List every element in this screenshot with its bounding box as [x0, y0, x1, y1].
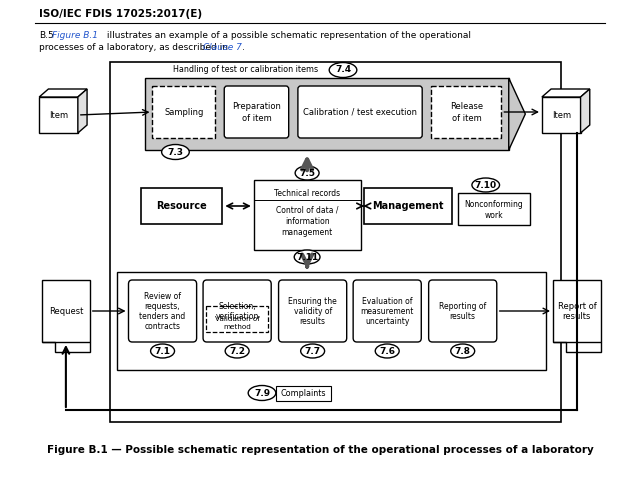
Text: processes of a laboratory, as described in: processes of a laboratory, as described … [39, 42, 228, 52]
Text: method: method [223, 324, 251, 330]
Text: Calibration / test execution: Calibration / test execution [303, 107, 417, 117]
Text: .: . [242, 42, 244, 52]
FancyBboxPatch shape [298, 86, 422, 138]
Text: Clause 7: Clause 7 [203, 42, 242, 52]
Polygon shape [509, 78, 525, 150]
Text: ISO/IEC FDIS 17025:2017(E): ISO/IEC FDIS 17025:2017(E) [39, 9, 202, 19]
Text: Nonconforming: Nonconforming [465, 199, 524, 208]
Text: results: results [300, 316, 326, 326]
FancyBboxPatch shape [42, 280, 90, 342]
Text: Complaints: Complaints [281, 388, 326, 398]
Ellipse shape [301, 344, 324, 358]
FancyBboxPatch shape [206, 306, 268, 332]
FancyBboxPatch shape [429, 280, 497, 342]
Text: Handling of test or calibration items: Handling of test or calibration items [173, 66, 318, 74]
Text: contracts: contracts [145, 322, 180, 330]
Text: Release: Release [450, 102, 483, 110]
FancyBboxPatch shape [364, 188, 452, 224]
FancyBboxPatch shape [553, 280, 601, 342]
Text: results: results [563, 312, 591, 320]
FancyBboxPatch shape [39, 97, 78, 133]
Polygon shape [78, 89, 87, 133]
Text: of item: of item [451, 114, 481, 122]
Text: Item: Item [552, 110, 571, 120]
Text: 7.11: 7.11 [296, 253, 318, 261]
Text: Review of: Review of [144, 292, 181, 300]
FancyBboxPatch shape [224, 86, 289, 138]
Text: 7.6: 7.6 [380, 347, 396, 355]
FancyBboxPatch shape [253, 180, 360, 250]
FancyBboxPatch shape [353, 280, 421, 342]
Text: tenders and: tenders and [140, 312, 186, 320]
Polygon shape [542, 89, 590, 97]
Text: Evaluation of: Evaluation of [362, 296, 412, 306]
FancyBboxPatch shape [152, 86, 215, 138]
Text: Management: Management [372, 201, 444, 211]
Ellipse shape [294, 250, 320, 264]
Text: 7.3: 7.3 [168, 147, 184, 156]
Text: requests,: requests, [145, 301, 180, 311]
Text: verification: verification [216, 312, 259, 320]
Text: 7.5: 7.5 [299, 169, 315, 177]
Text: of item: of item [241, 114, 271, 122]
Text: work: work [484, 210, 503, 220]
Text: 7.10: 7.10 [475, 180, 497, 190]
Text: Sampling: Sampling [164, 107, 204, 117]
FancyBboxPatch shape [145, 78, 509, 150]
Text: uncertainty: uncertainty [365, 316, 410, 326]
Text: measurement: measurement [360, 307, 414, 315]
FancyBboxPatch shape [431, 86, 501, 138]
Text: 7.1: 7.1 [154, 347, 170, 355]
Ellipse shape [295, 166, 319, 180]
FancyBboxPatch shape [203, 280, 271, 342]
FancyBboxPatch shape [278, 280, 347, 342]
Text: Control of data /: Control of data / [276, 206, 339, 214]
FancyBboxPatch shape [110, 62, 561, 422]
Ellipse shape [451, 344, 475, 358]
Text: Selection,: Selection, [218, 301, 256, 311]
FancyBboxPatch shape [141, 188, 223, 224]
Text: Item: Item [49, 110, 68, 120]
Text: results: results [450, 312, 476, 320]
Text: 7.8: 7.8 [454, 347, 470, 355]
Ellipse shape [329, 63, 357, 77]
Text: Figure B.1 — Possible schematic representation of the operational processes of a: Figure B.1 — Possible schematic represen… [47, 445, 593, 455]
FancyBboxPatch shape [118, 272, 545, 370]
Text: illustrates an example of a possible schematic representation of the operational: illustrates an example of a possible sch… [104, 32, 470, 40]
Text: B.5: B.5 [39, 32, 54, 40]
Text: Figure B.1: Figure B.1 [52, 32, 98, 40]
Text: 7.4: 7.4 [335, 66, 351, 74]
FancyBboxPatch shape [129, 280, 196, 342]
Text: 7.7: 7.7 [305, 347, 321, 355]
Text: Technical records: Technical records [274, 189, 340, 197]
Text: Reporting of: Reporting of [439, 301, 486, 311]
Text: 7.9: 7.9 [254, 388, 270, 398]
Ellipse shape [150, 344, 175, 358]
FancyBboxPatch shape [276, 386, 331, 401]
Ellipse shape [375, 344, 399, 358]
FancyBboxPatch shape [542, 97, 580, 133]
Ellipse shape [162, 144, 189, 159]
Text: Ensuring the: Ensuring the [288, 296, 337, 306]
Text: Preparation: Preparation [232, 102, 281, 110]
Ellipse shape [248, 385, 276, 400]
FancyBboxPatch shape [458, 193, 530, 225]
Ellipse shape [472, 178, 500, 192]
Polygon shape [580, 89, 590, 133]
Polygon shape [39, 89, 87, 97]
Text: management: management [282, 227, 333, 237]
Text: validity of: validity of [294, 307, 332, 315]
Text: 7.2: 7.2 [229, 347, 245, 355]
Text: Request: Request [49, 307, 83, 315]
Ellipse shape [225, 344, 249, 358]
Text: Report of: Report of [557, 301, 596, 311]
Text: Validation of: Validation of [215, 316, 259, 322]
Text: Resource: Resource [157, 201, 207, 211]
Text: information: information [285, 216, 330, 226]
